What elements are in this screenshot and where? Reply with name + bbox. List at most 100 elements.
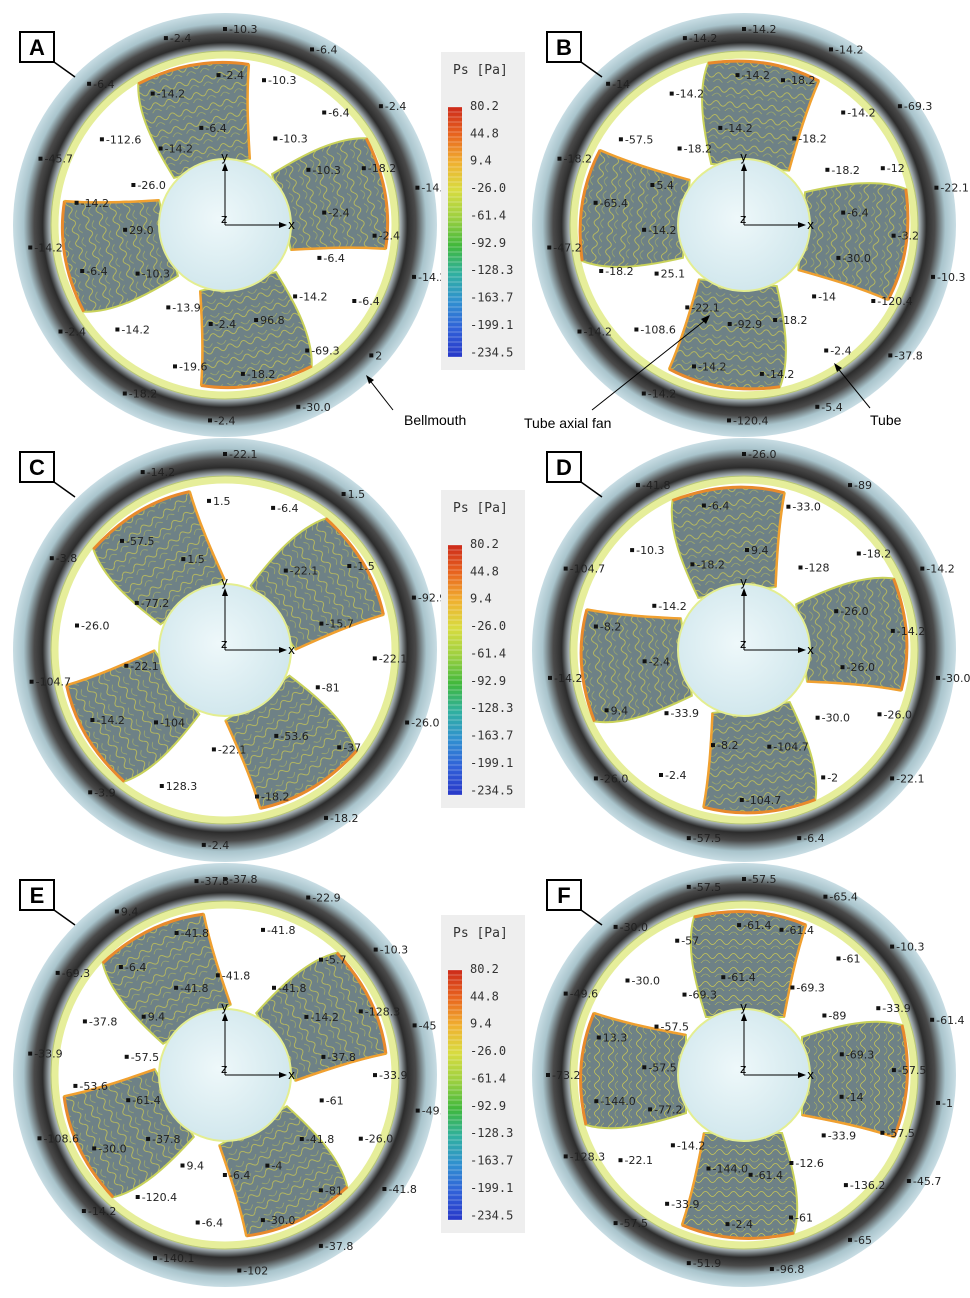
blade-tip-edge xyxy=(246,1185,349,1238)
probe-value: -5.7 xyxy=(325,954,346,967)
probe-marker xyxy=(123,227,128,232)
probe-value: -140.1 xyxy=(159,1252,194,1265)
probe-marker xyxy=(890,776,895,781)
panel-e: x y z -37.8 -41.8 -41.8 -22.9 -5.7 -14.2 -10.3 -12… xyxy=(13,863,450,1287)
probe-value: -61.4 xyxy=(936,1014,964,1027)
probe-marker xyxy=(240,371,245,376)
fan-blade xyxy=(60,198,180,313)
probe-value: -22.1 xyxy=(290,565,318,578)
probe-marker xyxy=(181,557,186,562)
probe-value: -37.8 xyxy=(152,1133,180,1146)
probe-value: -10.3 xyxy=(142,268,170,281)
legends-layer: Ps [Pa] 80.2 44.8 9.4 -26.0 -61.4 -92.9 -128.3 -… xyxy=(441,52,525,1233)
probe-marker xyxy=(361,166,366,171)
legend-tick: -163.7 xyxy=(470,729,513,743)
legend-tick: -199.1 xyxy=(470,318,513,332)
probe-marker xyxy=(208,418,212,423)
panel-label-box xyxy=(19,31,55,63)
probe-value: -12.6 xyxy=(795,1157,823,1170)
probe-marker xyxy=(742,27,746,31)
probe-value: -14.2 xyxy=(96,714,124,727)
probe-marker xyxy=(630,548,635,553)
pressure-probes: -14.2 -18.2 -18.2 -14.2 -14.2 -18.2 -69.3 -12 -6… xyxy=(547,23,969,427)
blade-tip-edge xyxy=(892,577,909,691)
probe-marker xyxy=(936,1100,940,1105)
probe-value: -47.2 xyxy=(553,242,581,255)
probe-marker xyxy=(557,156,562,161)
fan-blades xyxy=(60,60,390,390)
blade-leading-edge xyxy=(680,1132,706,1226)
probe-value: -37.8 xyxy=(201,875,229,888)
probe-marker xyxy=(174,985,179,990)
probe-value: -6.4 xyxy=(323,252,344,265)
probe-marker xyxy=(737,923,742,928)
fan-blade xyxy=(198,270,313,390)
probe-marker xyxy=(299,1137,304,1141)
blade-leading-edge xyxy=(782,924,808,1018)
probe-marker xyxy=(789,1215,793,1220)
probe-value: -6.4 xyxy=(93,78,114,91)
probe-value: -6.4 xyxy=(205,122,226,135)
x-axis-label: x xyxy=(288,1068,295,1082)
fan-blade xyxy=(92,490,226,626)
panel-label-f: F xyxy=(546,879,603,926)
probe-marker xyxy=(49,556,54,561)
legend-tick: -92.9 xyxy=(470,1099,506,1113)
bellmouth-arrow xyxy=(367,377,394,411)
pressure-probes: -37.8 -41.8 -41.8 -22.9 -5.7 -14.2 -10.3 -128.3… xyxy=(28,873,450,1278)
probe-value: -30.0 xyxy=(632,975,660,988)
probe-marker xyxy=(28,245,33,250)
probe-value: -57.5 xyxy=(620,1217,648,1230)
probe-marker xyxy=(823,894,828,899)
probe-marker xyxy=(372,656,377,661)
probe-marker xyxy=(158,146,163,151)
tube-wall xyxy=(51,51,399,399)
probe-marker xyxy=(122,391,127,396)
fan-blade xyxy=(137,60,252,180)
fan-blade xyxy=(801,1020,909,1139)
probe-marker xyxy=(779,927,784,932)
probe-value: -26.0 xyxy=(884,708,912,721)
y-axis-label: y xyxy=(740,1000,747,1014)
probe-value: -57.5 xyxy=(625,133,653,146)
probe-value: -57.5 xyxy=(131,1051,159,1064)
probe-marker xyxy=(931,274,935,279)
probe-value: -26.0 xyxy=(365,1133,393,1146)
probe-marker xyxy=(546,1073,550,1077)
probe-value: -128.3 xyxy=(570,1150,605,1163)
probe-marker xyxy=(650,183,655,187)
panel-label-text: B xyxy=(556,35,572,60)
probe-value: -92.9 xyxy=(734,318,762,331)
probe-marker xyxy=(648,1107,653,1112)
probe-value: -14.2 xyxy=(677,1139,705,1152)
probe-marker xyxy=(577,329,582,334)
probe-value: -69.3 xyxy=(796,982,824,995)
probe-marker xyxy=(836,255,841,260)
probe-marker xyxy=(115,327,120,332)
probe-marker xyxy=(742,877,746,881)
fan-blade xyxy=(689,910,808,1018)
panel-label-box xyxy=(546,31,582,63)
tube-wall xyxy=(51,901,399,1249)
x-axis-label: x xyxy=(288,643,295,657)
probe-marker xyxy=(891,1068,896,1073)
panel-label-text: D xyxy=(556,455,572,480)
probe-marker xyxy=(692,364,696,369)
legend-tick: 44.8 xyxy=(470,564,499,578)
y-axis-label: y xyxy=(221,575,228,589)
blade-leading-edge xyxy=(774,492,786,588)
fan-blade xyxy=(218,1104,349,1238)
probe-value: -18.2 xyxy=(129,388,157,401)
probe-value: 1.5 xyxy=(348,488,366,501)
y-axis-arrow xyxy=(222,588,228,596)
probe-value: -41.8 xyxy=(181,927,209,940)
probe-marker xyxy=(262,78,266,83)
probe-value: -18.2 xyxy=(779,314,807,327)
probe-value: 2 xyxy=(375,349,382,362)
probe-value: -14.2 xyxy=(165,143,193,156)
probe-marker xyxy=(201,842,206,847)
probe-marker xyxy=(166,305,171,310)
pressure-probes: -57.5 -61.4 -69.3 -65.4 -61 -89 -10.3 -33.9 -69.… xyxy=(546,873,965,1276)
blade-tip-edge xyxy=(200,364,313,390)
